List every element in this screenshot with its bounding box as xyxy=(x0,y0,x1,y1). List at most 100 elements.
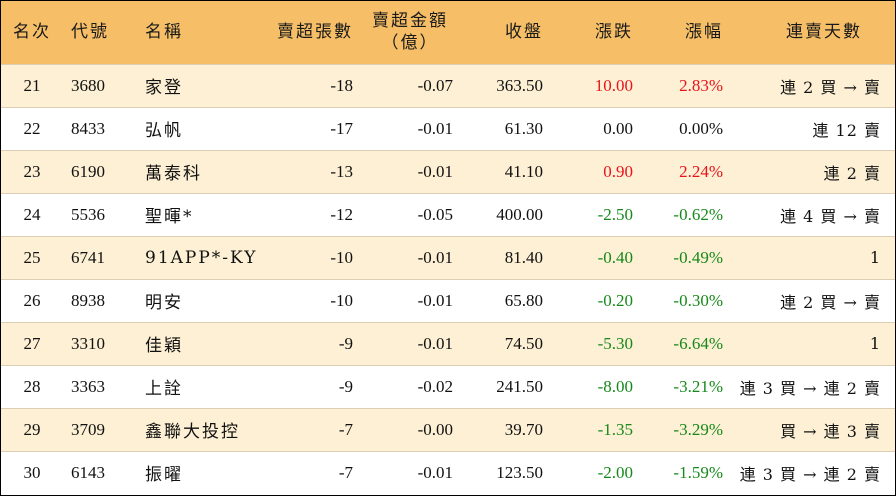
name-cell: 聖暉* xyxy=(133,192,253,236)
code-cell: 6190 xyxy=(63,149,133,193)
change-cell: -2.50 xyxy=(543,192,633,236)
net-sell-lots-cell: -17 xyxy=(253,106,353,150)
streak-cell: 連 4 買 → 賣 xyxy=(723,192,895,236)
table-row: 25 6741 91APP*-KY -10 -0.01 81.40 -0.40 -0.49% 1 xyxy=(1,235,895,279)
rank-cell: 21 xyxy=(1,63,63,107)
name-cell: 91APP*-KY xyxy=(133,235,256,279)
table-row: 23 6190 萬泰科 -13 -0.01 41.10 0.90 2.24% 連 2 賣 xyxy=(1,149,895,193)
net-sell-lots-cell: -10 xyxy=(253,235,353,279)
table-row: 30 6143 振曜 -7 -0.01 123.50 -2.00 -1.59% 連 3 買 → … xyxy=(1,450,895,494)
net-sell-amount-cell: -0.01 xyxy=(353,278,453,322)
header-name: 名稱 xyxy=(145,22,183,43)
change-pct-cell: 0.00% xyxy=(633,106,723,150)
table-row: 21 3680 家登 -18 -0.07 363.50 10.00 2.83% 連 2 買 → … xyxy=(1,63,895,107)
change-cell: -5.30 xyxy=(543,321,633,365)
code-cell: 6143 xyxy=(63,450,133,494)
name-cell: 萬泰科 xyxy=(133,149,253,193)
name-cell: 上詮 xyxy=(133,364,253,408)
net-sell-amount-cell: -0.07 xyxy=(353,63,453,107)
header-code: 代號 xyxy=(71,22,109,43)
change-pct-cell: 2.83% xyxy=(633,63,723,107)
header-net-sell-amount-unit: （億） xyxy=(381,33,439,54)
header-change-pct: 漲幅 xyxy=(685,22,723,43)
net-sell-amount-cell: -0.01 xyxy=(353,106,453,150)
net-sell-amount-cell: -0.01 xyxy=(353,235,453,279)
table-row: 26 8938 明安 -10 -0.01 65.80 -0.20 -0.30% 連 2 買 → … xyxy=(1,278,895,322)
change-cell: -1.35 xyxy=(543,407,633,451)
close-price-cell: 65.80 xyxy=(453,278,543,322)
name-cell: 鑫聯大投控 xyxy=(133,407,253,451)
close-price-cell: 400.00 xyxy=(453,192,543,236)
change-pct-cell: -6.64% xyxy=(633,321,723,365)
close-price-cell: 74.50 xyxy=(453,321,543,365)
net-sell-amount-cell: -0.01 xyxy=(353,149,453,193)
header-rank: 名次 xyxy=(13,22,51,43)
streak-cell: 連 3 買 → 連 2 賣 xyxy=(723,450,895,494)
rank-cell: 30 xyxy=(1,450,63,494)
net-sell-amount-cell: -0.02 xyxy=(353,364,453,408)
header-streak: 連賣天數 xyxy=(786,22,862,43)
net-sell-amount-cell: -0.05 xyxy=(353,192,453,236)
header-change: 漲跌 xyxy=(595,22,633,43)
header-net-sell-amount: 賣超金額 （億） xyxy=(353,1,453,64)
code-cell: 6741 xyxy=(63,235,133,279)
change-cell: 0.90 xyxy=(543,149,633,193)
streak-cell: 連 3 買 → 連 2 賣 xyxy=(723,364,895,408)
change-pct-cell: -3.21% xyxy=(633,364,723,408)
rank-cell: 26 xyxy=(1,278,63,322)
code-cell: 3709 xyxy=(63,407,133,451)
code-cell: 3310 xyxy=(63,321,133,365)
header-net-sell-amount-label: 賣超金額 xyxy=(372,11,448,32)
change-pct-cell: -0.49% xyxy=(633,235,723,279)
net-sell-lots-cell: -7 xyxy=(253,450,353,494)
streak-cell: 連 2 賣 xyxy=(723,149,895,193)
net-sell-lots-cell: -18 xyxy=(253,63,353,107)
close-price-cell: 61.30 xyxy=(453,106,543,150)
change-pct-cell: -0.30% xyxy=(633,278,723,322)
net-sell-lots-cell: -9 xyxy=(253,321,353,365)
code-cell: 3363 xyxy=(63,364,133,408)
change-pct-cell: -3.29% xyxy=(633,407,723,451)
close-price-cell: 41.10 xyxy=(453,149,543,193)
change-pct-cell: -0.62% xyxy=(633,192,723,236)
change-pct-cell: 2.24% xyxy=(633,149,723,193)
change-pct-cell: -1.59% xyxy=(633,450,723,494)
streak-cell: 買 → 連 3 賣 xyxy=(723,407,895,451)
rank-cell: 28 xyxy=(1,364,63,408)
close-price-cell: 39.70 xyxy=(453,407,543,451)
close-price-cell: 363.50 xyxy=(453,63,543,107)
net-sell-lots-cell: -9 xyxy=(253,364,353,408)
code-cell: 5536 xyxy=(63,192,133,236)
header-net-sell-lots: 賣超張數 xyxy=(277,22,353,43)
close-price-cell: 241.50 xyxy=(453,364,543,408)
net-sell-lots-cell: -7 xyxy=(253,407,353,451)
change-cell: 0.00 xyxy=(543,106,633,150)
table-row: 22 8433 弘帆 -17 -0.01 61.30 0.00 0.00% 連 12 賣 xyxy=(1,106,895,150)
rank-cell: 22 xyxy=(1,106,63,150)
table-header: 名次 代號 名稱 賣超張數 賣超金額 （億） 收盤 漲跌 漲幅 連賣天數 xyxy=(1,1,895,64)
change-cell: -0.20 xyxy=(543,278,633,322)
table-body: 21 3680 家登 -18 -0.07 363.50 10.00 2.83% 連 2 買 → … xyxy=(1,63,895,494)
header-close: 收盤 xyxy=(505,22,543,43)
rank-cell: 25 xyxy=(1,235,63,279)
streak-cell: 連 2 買 → 賣 xyxy=(723,278,895,322)
close-price-cell: 123.50 xyxy=(453,450,543,494)
table-row: 28 3363 上詮 -9 -0.02 241.50 -8.00 -3.21% 連 3 買 → … xyxy=(1,364,895,408)
rank-cell: 23 xyxy=(1,149,63,193)
rank-cell: 27 xyxy=(1,321,63,365)
net-sell-amount-cell: -0.01 xyxy=(353,450,453,494)
name-cell: 弘帆 xyxy=(133,106,253,150)
change-cell: -8.00 xyxy=(543,364,633,408)
change-cell: -2.00 xyxy=(543,450,633,494)
net-sell-lots-cell: -10 xyxy=(253,278,353,322)
header-row: 名次 代號 名稱 賣超張數 賣超金額 （億） 收盤 漲跌 漲幅 連賣天數 xyxy=(1,1,895,64)
name-cell: 振曜 xyxy=(133,450,253,494)
streak-cell: 連 2 買 → 賣 xyxy=(723,63,895,107)
net-sell-amount-cell: -0.01 xyxy=(353,321,453,365)
net-sell-lots-cell: -13 xyxy=(253,149,353,193)
net-sell-lots-cell: -12 xyxy=(253,192,353,236)
net-sell-amount-cell: -0.00 xyxy=(353,407,453,451)
code-cell: 3680 xyxy=(63,63,133,107)
code-cell: 8433 xyxy=(63,106,133,150)
